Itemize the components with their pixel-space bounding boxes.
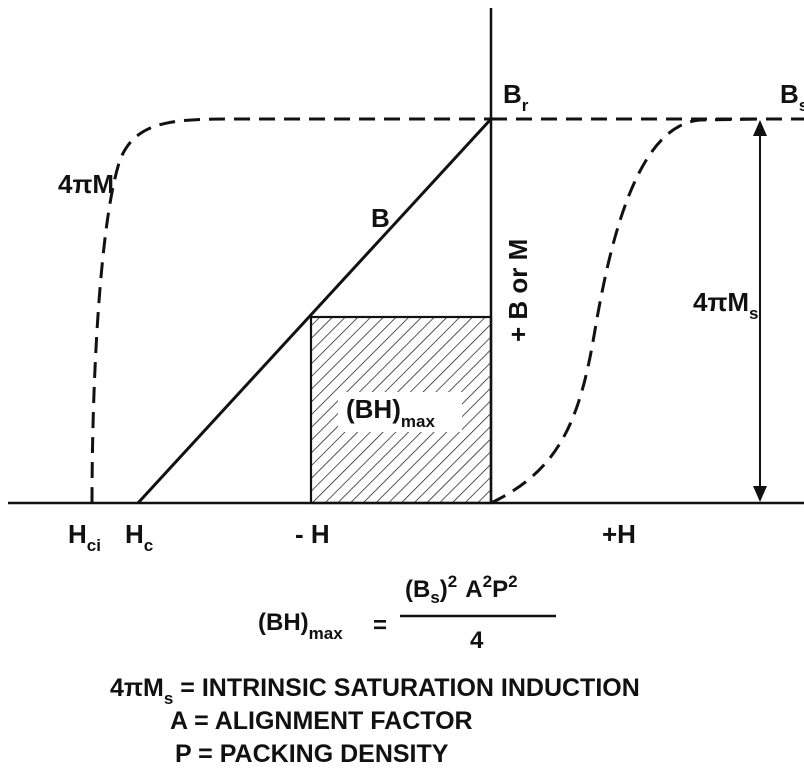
four-pi-ms-arrowhead-bottom <box>753 486 767 502</box>
b-line <box>136 117 493 505</box>
formula-equals: = <box>373 612 387 639</box>
four-pi-ms-arrowhead-top <box>753 120 767 136</box>
four-pi-m-dashed-curve <box>90 117 491 504</box>
neg-h-label: - H <box>295 519 330 549</box>
formula-lhs: (BH)max <box>258 609 343 643</box>
definition-four-pi-ms: 4πMs = INTRINSIC SATURATION INDUCTION <box>110 674 640 708</box>
four-pi-ms-label: 4πMs <box>693 287 759 323</box>
definition-packing: P = PACKING DENSITY <box>175 740 449 768</box>
bhmax-area-outline <box>309 315 493 505</box>
br-label: Br <box>503 79 529 115</box>
bhmax-label-backdrop <box>338 392 462 432</box>
bs-label: Bs <box>780 79 804 115</box>
initial-magnetization-dashed-curve <box>490 117 761 505</box>
bhmax-label: (BH)max <box>346 394 435 431</box>
formula-denominator: 4 <box>470 627 484 654</box>
hc-label: Hc <box>125 519 153 555</box>
vertical-axis-label: + B or M <box>503 239 533 342</box>
formula-numerator: (Bs)2 A2P2 <box>405 572 518 607</box>
bhmax-formula: (BH)max = (Bs)2 A2P2 4 <box>258 572 556 654</box>
b-line-label: B <box>371 203 390 233</box>
hci-label: Hci <box>68 519 101 555</box>
definition-alignment: A = ALIGNMENT FACTOR <box>170 707 473 735</box>
four-pi-m-label: 4πM <box>58 169 114 199</box>
pos-h-label: +H <box>602 519 636 549</box>
